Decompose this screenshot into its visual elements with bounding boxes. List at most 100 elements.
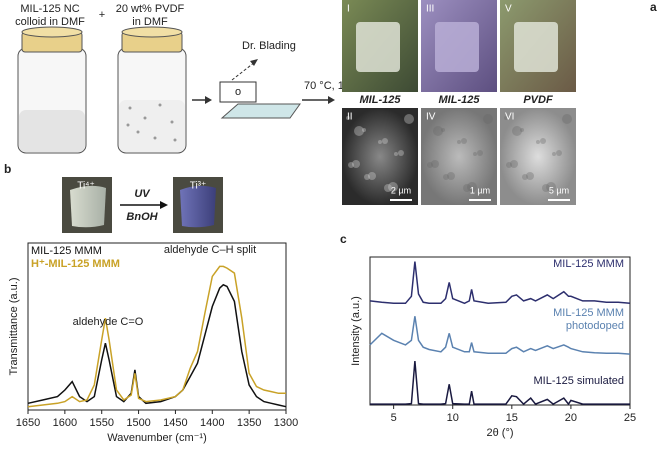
x-tick-label: 1350 — [237, 417, 261, 429]
sem-image — [421, 108, 497, 205]
sem-texture — [394, 152, 398, 156]
sem-texture — [362, 128, 366, 132]
film — [435, 22, 479, 72]
sem-texture — [477, 150, 483, 156]
sem-texture — [520, 128, 524, 132]
sem-texture — [404, 114, 414, 124]
x-tick-label: 1550 — [89, 417, 113, 429]
series-label: MIL-125 simulated — [534, 375, 625, 387]
sem-texture — [536, 140, 540, 144]
blade-icon: o — [235, 86, 241, 98]
jar-label: colloid in DMF — [15, 16, 85, 28]
series-label: MIL-125 MMM — [553, 307, 624, 319]
x-tick-label: 20 — [565, 412, 577, 424]
sem-texture — [352, 160, 360, 168]
x-tick-label: 10 — [447, 412, 459, 424]
annotation: photodoped — [566, 320, 624, 332]
x-tick-label: 5 — [391, 412, 397, 424]
arrow — [192, 96, 335, 104]
y-axis-label: Intensity (a.u.) — [350, 296, 362, 366]
panel-label: a — [650, 0, 657, 14]
x-axis-label: Wavenumber (cm⁻¹) — [107, 432, 207, 444]
sem-texture — [433, 126, 443, 136]
sem-texture — [398, 150, 404, 156]
sem-texture — [562, 114, 572, 124]
sem-texture — [354, 126, 364, 136]
film — [70, 185, 106, 228]
y-axis-label: Transmittance (a.u.) — [8, 277, 20, 375]
x-tick-label: 1650 — [16, 417, 40, 429]
sem-texture — [388, 182, 398, 192]
sem-texture — [556, 150, 562, 156]
sem-texture — [378, 140, 382, 144]
sem-texture — [447, 172, 455, 180]
sem-texture — [346, 116, 350, 120]
film — [180, 185, 216, 228]
sem-texture — [510, 160, 518, 168]
sem-texture — [384, 184, 392, 192]
photo-tag: III — [426, 4, 434, 15]
photo-label: Ti³⁺ — [190, 181, 207, 192]
caption-bar — [342, 93, 418, 107]
sem-texture — [473, 152, 477, 156]
sem-texture — [457, 140, 461, 144]
sem-texture — [506, 162, 512, 168]
sem-tag: II — [347, 112, 353, 123]
arrow — [120, 201, 168, 209]
sem-texture — [368, 172, 376, 180]
sem-texture — [431, 160, 439, 168]
process-label: Dr. Blading — [242, 40, 296, 52]
sem-texture — [425, 116, 429, 120]
sem-texture — [483, 114, 493, 124]
sem-texture — [348, 162, 354, 168]
photo-caption: PVDF — [523, 94, 553, 106]
series-line — [370, 361, 630, 406]
sem-texture — [540, 138, 546, 144]
series-line — [27, 283, 287, 408]
annotation: aldehyde C–H split — [164, 244, 256, 256]
series-line — [27, 265, 286, 408]
photo-label: Ti⁴⁺ — [77, 181, 95, 192]
legend-entry: MIL-125 MMM — [31, 245, 102, 257]
sem-texture — [504, 116, 508, 120]
caption-bar — [421, 93, 497, 107]
photo-tag: I — [347, 4, 350, 15]
process-label: 70 °C, 1 h — [304, 80, 353, 92]
x-tick-label: 1400 — [200, 417, 224, 429]
series-label: MIL-125 MMM — [553, 258, 624, 270]
film — [356, 22, 400, 72]
jar — [117, 26, 187, 154]
legend-entry: H⁺-MIL-125 MMM — [31, 258, 120, 270]
scale-label: 5 µm — [549, 185, 569, 195]
sem-texture — [441, 128, 445, 132]
jar-label: in DMF — [132, 16, 168, 28]
sem-texture — [542, 184, 550, 192]
sem-texture — [467, 182, 477, 192]
sem-texture — [364, 174, 370, 180]
film — [514, 22, 558, 72]
caption-bar — [500, 93, 576, 107]
panel-label: b — [4, 162, 11, 176]
sem-texture — [546, 182, 556, 192]
plus: + — [99, 9, 105, 21]
sem-tag: VI — [505, 112, 514, 123]
annotation: aldehyde C=O — [73, 316, 144, 328]
panel-label: c — [340, 232, 347, 246]
photo-tag: V — [505, 4, 512, 15]
x-tick-label: 25 — [624, 412, 636, 424]
x-tick-label: 15 — [506, 412, 518, 424]
x-tick-label: 1450 — [163, 417, 187, 429]
plot-frame — [369, 256, 631, 406]
x-tick-label: 1300 — [274, 417, 298, 429]
sem-texture — [512, 126, 522, 136]
x-tick-label: 1600 — [53, 417, 77, 429]
arrow-label: BnOH — [126, 211, 158, 223]
jar — [17, 26, 87, 154]
sem-texture — [463, 184, 471, 192]
photo-caption: MIL-125 — [439, 94, 481, 106]
arrow-label: UV — [134, 188, 151, 200]
jar-label: MIL-125 NC — [20, 3, 79, 15]
photo-caption: MIL-125 — [360, 94, 402, 106]
sem-texture — [443, 174, 449, 180]
